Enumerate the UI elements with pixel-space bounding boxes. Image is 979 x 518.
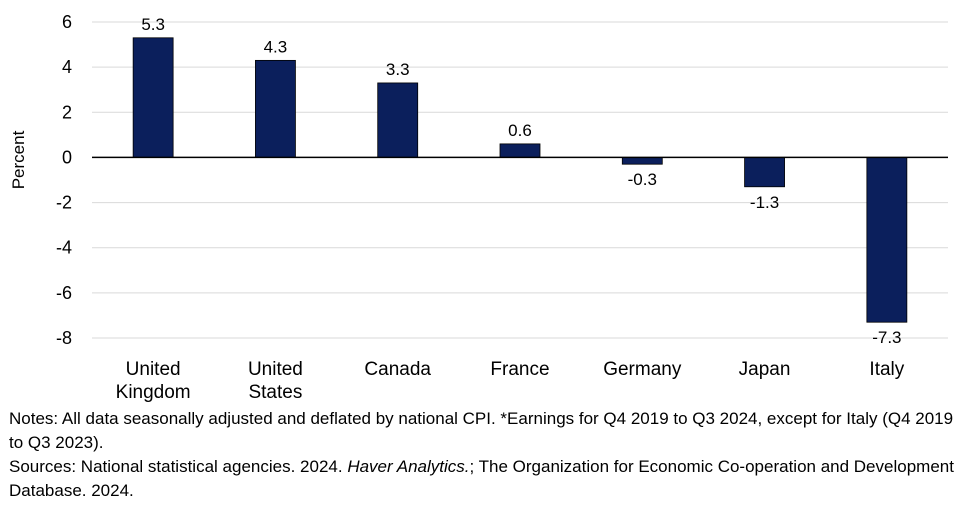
- category-label: United Kingdom: [116, 359, 191, 403]
- y-tick-label: -2: [56, 193, 72, 213]
- bar: [377, 82, 419, 158]
- data-label: -1.3: [750, 193, 779, 212]
- gridlines: [92, 21, 948, 339]
- y-tick-label: -6: [56, 283, 72, 303]
- category-label: Germany: [603, 359, 682, 380]
- bar: [621, 157, 663, 165]
- y-tick-label: -4: [56, 238, 72, 258]
- data-label: 5.3: [141, 15, 165, 34]
- bar: [132, 37, 174, 158]
- sources-suffix: ; The Organization for Economic Co-opera…: [9, 457, 954, 500]
- bar: [744, 157, 785, 188]
- y-tick-label: 4: [62, 57, 72, 77]
- bar-chart: 6 4 2 0 -2 -4 -6 -8 5.3 United Kingdom 4.3 United Sta…: [9, 12, 948, 403]
- data-label: 3.3: [386, 60, 410, 79]
- category-label: Canada: [364, 359, 431, 380]
- data-label: 4.3: [264, 37, 288, 56]
- data-label: 0.6: [508, 121, 532, 140]
- sources-text: Sources: National statistical agencies. …: [9, 455, 969, 503]
- sources-prefix: Sources: National statistical agencies. …: [9, 457, 348, 476]
- y-tick-label: 0: [62, 147, 72, 167]
- y-tick-label: 2: [62, 102, 72, 122]
- bar: [499, 143, 541, 158]
- category-label: Japan: [739, 359, 791, 380]
- axes: 6 4 2 0 -2 -4 -6 -8 5.3 United Kingdom 4.3 United Sta…: [56, 12, 948, 403]
- category-label: Italy: [869, 359, 904, 380]
- y-tick-label: -8: [56, 328, 72, 348]
- notes-text: Notes: All data seasonally adjusted and …: [9, 409, 954, 452]
- bars: [132, 37, 908, 323]
- chart-notes: Notes: All data seasonally adjusted and …: [9, 407, 969, 503]
- y-axis-label: Percent: [9, 130, 28, 189]
- sources-italic: Haver Analytics.: [347, 457, 470, 476]
- category-label: France: [490, 359, 549, 380]
- data-label: -7.3: [872, 328, 901, 347]
- category-label: United States: [248, 359, 303, 403]
- data-label: -0.3: [628, 170, 657, 189]
- bar: [255, 59, 296, 158]
- y-tick-label: 6: [62, 12, 72, 32]
- bar: [866, 157, 908, 323]
